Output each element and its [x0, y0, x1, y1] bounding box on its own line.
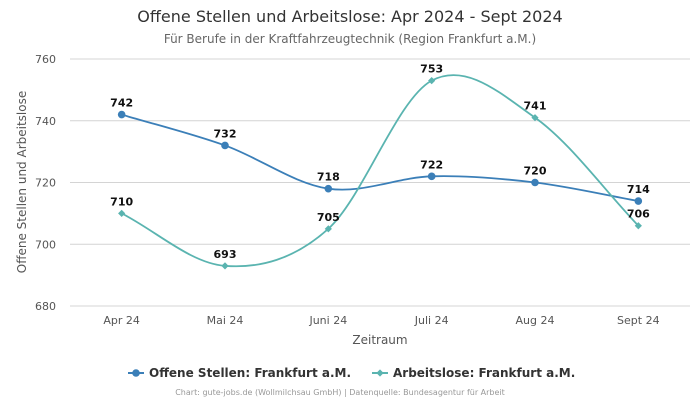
- series-2: 710 693 705 753 741 706: [110, 63, 650, 270]
- x-axis-ticks: Apr 24 Mai 24 Juni 24 Juli 24 Aug 24 Sept 24: [103, 314, 659, 327]
- data-label: 741: [524, 100, 547, 113]
- x-tick-label: Mai 24: [207, 314, 244, 327]
- x-tick-label: Sept 24: [617, 314, 660, 327]
- y-axis-ticks: 680 700 720 740 760: [35, 53, 56, 313]
- data-point: [428, 77, 436, 85]
- y-tick-label: 720: [35, 177, 56, 190]
- data-point: [634, 222, 642, 230]
- legend: Offene Stellen: Frankfurt a.M. Arbeitslos…: [128, 366, 575, 380]
- data-label: 706: [627, 208, 650, 221]
- data-point: [531, 178, 539, 187]
- data-label: 710: [110, 195, 133, 208]
- data-label: 753: [420, 63, 443, 76]
- chart-credit: Chart: gute-jobs.de (Wollmilchsau GmbH) …: [175, 388, 505, 397]
- legend-swatch-marker: [132, 369, 140, 377]
- data-label: 732: [214, 127, 237, 140]
- data-label: 722: [420, 158, 443, 171]
- data-point: [427, 172, 436, 181]
- data-point: [221, 262, 229, 270]
- x-tick-label: Juni 24: [308, 314, 347, 327]
- data-label: 742: [110, 97, 133, 110]
- chart-subtitle: Für Berufe in der Kraftfahrzeugtechnik (…: [164, 32, 536, 46]
- x-axis-title: Zeitraum: [352, 333, 407, 347]
- y-axis-title: Offene Stellen und Arbeitslose: [15, 91, 29, 273]
- data-point: [324, 225, 332, 233]
- data-point: [531, 114, 539, 122]
- data-label: 693: [214, 248, 237, 261]
- series-line: [121, 113, 639, 202]
- data-label: 714: [627, 183, 650, 196]
- data-label: 720: [524, 165, 547, 178]
- legend-label: Offene Stellen: Frankfurt a.M.: [149, 366, 351, 380]
- legend-item-1: Offene Stellen: Frankfurt a.M.: [128, 366, 351, 380]
- data-point: [118, 209, 126, 217]
- data-point: [117, 110, 126, 119]
- gridlines: [70, 58, 690, 307]
- y-tick-label: 700: [35, 238, 56, 251]
- x-tick-label: Aug 24: [516, 314, 555, 327]
- data-point: [324, 184, 333, 193]
- data-label: 705: [317, 211, 340, 224]
- series-line: [121, 74, 639, 268]
- y-tick-label: 680: [35, 300, 56, 313]
- data-point: [221, 141, 229, 150]
- chart-title: Offene Stellen und Arbeitslose: Apr 2024…: [137, 7, 562, 26]
- legend-swatch-marker: [376, 369, 384, 377]
- data-label: 718: [317, 171, 340, 184]
- y-tick-label: 760: [35, 53, 56, 66]
- data-point: [634, 197, 643, 205]
- series-layer: 742 732 718 722 720 714 710 693 705 753 741 706: [110, 63, 650, 270]
- legend-label: Arbeitslose: Frankfurt a.M.: [393, 366, 575, 380]
- legend-item-2: Arbeitslose: Frankfurt a.M.: [372, 366, 575, 380]
- x-tick-label: Juli 24: [414, 314, 449, 327]
- y-tick-label: 740: [35, 115, 56, 128]
- series-1: 742 732 718 722 720 714: [110, 97, 650, 205]
- x-tick-label: Apr 24: [103, 314, 140, 327]
